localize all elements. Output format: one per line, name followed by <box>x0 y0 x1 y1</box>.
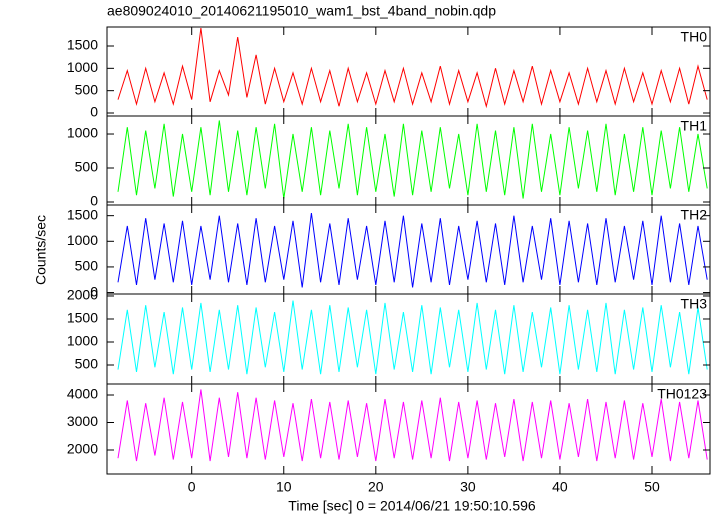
y-tick-label: 1500 <box>67 310 98 326</box>
y-tick-label: 2000 <box>67 441 98 457</box>
x-tick-label: 0 <box>188 479 196 495</box>
chart-title: ae809024010_20140621195010_wam1_bst_4ban… <box>107 3 496 19</box>
light-curve <box>117 120 708 199</box>
panel-label: TH1 <box>681 118 708 134</box>
x-tick-label: 30 <box>460 479 476 495</box>
panel-frame <box>106 293 711 385</box>
y-tick-label: 3000 <box>67 413 98 429</box>
y-tick-label: 1500 <box>67 206 98 222</box>
y-tick-label: 2000 <box>67 287 98 303</box>
panel-frame <box>106 26 711 117</box>
panel-label: TH0 <box>681 29 708 45</box>
panel-label: TH3 <box>681 296 708 312</box>
panel-label: TH2 <box>681 207 708 223</box>
y-tick-label: 4000 <box>67 386 98 402</box>
panel-label: TH0123 <box>657 386 707 402</box>
y-tick-label: 500 <box>75 81 99 97</box>
y-tick-label: 500 <box>75 258 99 274</box>
y-tick-label: 500 <box>75 159 99 175</box>
panel-frame <box>106 383 711 475</box>
y-tick-label: 0 <box>90 104 98 120</box>
x-tick-label: 50 <box>644 479 660 495</box>
x-axis-label: Time [sec] 0 = 2014/06/21 19:50:10.596 <box>288 498 536 514</box>
y-tick-label: 1000 <box>67 333 98 349</box>
y-tick-label: 1500 <box>67 37 98 53</box>
light-curve <box>117 213 708 288</box>
y-tick-label: 0 <box>90 193 98 209</box>
light-curve <box>117 389 708 462</box>
y-tick-label: 1000 <box>67 59 98 75</box>
y-tick-label: 1000 <box>67 125 98 141</box>
y-tick-label: 500 <box>75 356 99 372</box>
x-tick-label: 40 <box>552 479 568 495</box>
light-curve <box>117 300 708 375</box>
y-axis-label: Counts/sec <box>33 215 49 285</box>
y-tick-label: 0 <box>90 283 98 299</box>
x-tick-label: 10 <box>276 479 292 495</box>
y-tick-label: 1000 <box>67 232 98 248</box>
light-curve <box>117 28 708 109</box>
x-tick-label: 20 <box>368 479 384 495</box>
